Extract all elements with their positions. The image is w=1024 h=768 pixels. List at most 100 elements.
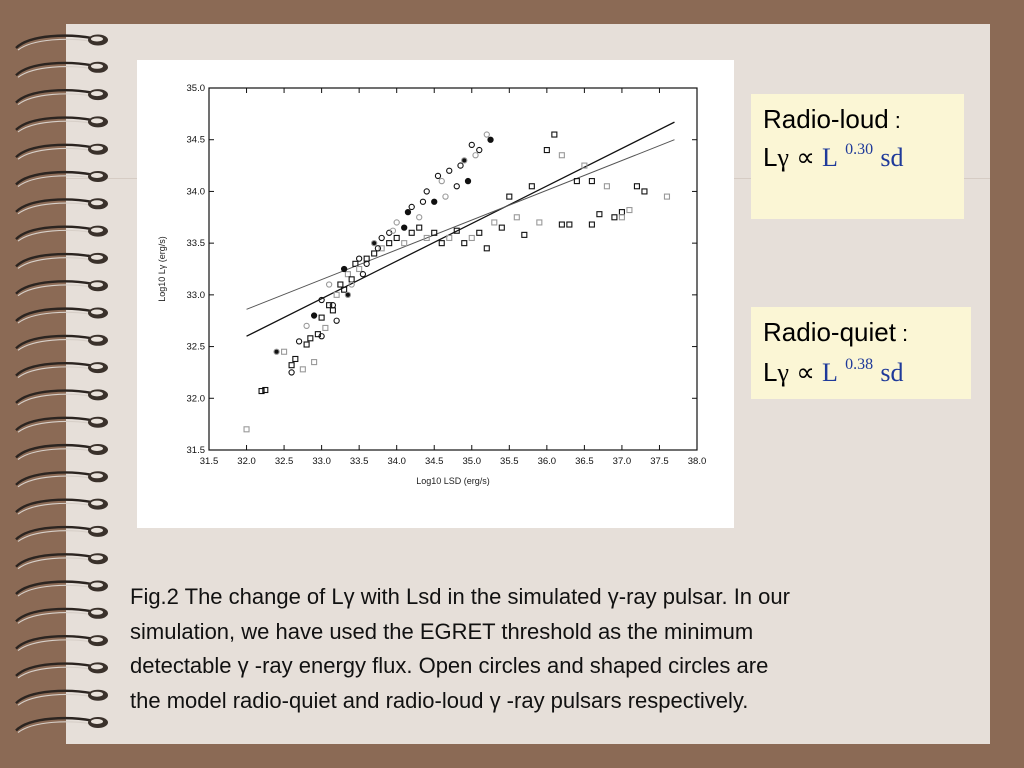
data-point-circle [378, 234, 385, 242]
radio-loud-box: Radio-loud: Lγ ∝ L 0.30 sd [751, 94, 964, 219]
data-point-square [337, 281, 344, 288]
spiral-ring [15, 471, 108, 488]
radio-loud-title: Radio-loud: [763, 104, 901, 135]
data-point-circle [442, 193, 449, 200]
formula-sd: sd [880, 358, 904, 387]
data-point-circle [393, 219, 400, 226]
data-point-circle [446, 167, 453, 174]
plot-frame [208, 87, 698, 451]
data-point-circle [359, 271, 367, 278]
data-point-square [401, 240, 408, 247]
data-point-square [618, 214, 625, 221]
data-point-circle [318, 333, 325, 340]
caption-line: Fig.2 The change of Lγ with Lsd in the s… [130, 580, 990, 615]
data-point-square [408, 229, 415, 236]
y-tick-label: 31.5 [187, 445, 206, 456]
data-point-square [318, 314, 325, 321]
radio-quiet-formula: Lγ ∝ L 0.38 sd [763, 356, 904, 388]
data-point-square [528, 183, 535, 190]
data-point-circle [464, 177, 472, 185]
caption-line-text: simulation, we have used the EGRET thres… [130, 618, 754, 644]
spiral-ring [15, 34, 108, 51]
y-tick-label: 33.0 [187, 290, 206, 301]
formula-propto: ∝ [796, 358, 815, 387]
spiral-ring [15, 307, 108, 324]
data-point-square [483, 245, 490, 252]
spiral-ring [15, 143, 108, 160]
radio-quiet-title: Radio-quiet: [763, 317, 908, 348]
radio-quiet-colon: : [901, 321, 909, 346]
data-point-square [626, 206, 633, 214]
formula-gamma: γ [777, 358, 789, 387]
caption-line-text: the model radio-quiet and radio-loud γ -… [130, 687, 749, 713]
data-point-square [431, 229, 438, 236]
data-point-square [243, 426, 250, 433]
data-points [243, 131, 671, 433]
data-point-square [498, 224, 505, 231]
x-tick-label: 38.0 [688, 456, 707, 467]
formula-l2: L [822, 143, 838, 172]
data-point-square [491, 219, 498, 226]
data-point-circle [434, 172, 442, 180]
data-point-square [281, 348, 288, 355]
data-point-square [311, 359, 318, 366]
data-point-square [333, 291, 340, 298]
data-point-square [521, 231, 528, 238]
caption-line-text: Fig.2 The change of Lγ with Lsd in the s… [130, 584, 790, 609]
data-point-circle [476, 146, 483, 154]
data-point-square [461, 240, 468, 247]
data-point-circle [340, 265, 348, 273]
x-axis-label: Log10 LSD (erg/s) [416, 476, 490, 486]
data-point-circle [344, 291, 352, 299]
fit-line [246, 121, 675, 337]
spiral-ring [15, 635, 108, 652]
data-point-square [566, 221, 573, 228]
data-point-square [344, 271, 351, 278]
data-point-circle [472, 152, 479, 159]
data-point-square [476, 229, 483, 236]
spiral-ring [15, 607, 108, 624]
data-point-circle [416, 214, 423, 221]
data-point-square [453, 227, 460, 234]
spiral-ring [15, 280, 108, 297]
x-tick-label: 34.5 [425, 456, 444, 467]
spiral-ring [15, 334, 108, 351]
data-point-square [371, 250, 378, 257]
data-point-square [588, 178, 595, 185]
data-point-circle [325, 281, 333, 288]
data-point-square [363, 255, 370, 262]
radio-quiet-box: Radio-quiet: Lγ ∝ L 0.38 sd [751, 307, 971, 399]
data-point-square [299, 366, 306, 373]
scatter-chart: 31.5 32.0 32.5 33.0 33.5 34.0 34.5 35.0 35.5 36.0… [157, 83, 707, 486]
caption-line: detectable γ -ray energy flux. Open circ… [130, 649, 990, 684]
x-tick-label: 34.0 [387, 456, 406, 467]
chart-panel: 31.5 32.0 32.5 33.0 33.5 34.0 34.5 35.0 35.5 36.0… [137, 60, 734, 528]
y-tick-label: 32.0 [187, 393, 206, 404]
caption-line-text: detectable γ -ray energy flux. Open circ… [130, 653, 769, 678]
fit-line [246, 139, 675, 310]
data-point-square [258, 387, 265, 395]
caption-line: the model radio-quiet and radio-loud γ -… [130, 684, 990, 719]
data-point-square [581, 162, 588, 169]
x-tick-label: 32.5 [275, 456, 294, 467]
spiral-ring [15, 580, 108, 597]
data-point-square [303, 341, 310, 348]
x-tick-label: 33.0 [312, 456, 331, 467]
data-point-square [611, 214, 618, 221]
x-tick-label: 37.5 [650, 456, 669, 467]
data-point-square [326, 302, 333, 309]
data-point-square [506, 193, 513, 200]
y-tick-label: 34.0 [187, 186, 206, 197]
y-tick-label: 35.0 [187, 83, 206, 94]
data-point-circle [363, 260, 370, 267]
caption-line: simulation, we have used the EGRET thres… [130, 615, 990, 650]
data-point-circle [461, 157, 468, 164]
data-point-square [288, 362, 295, 369]
spiral-ring [15, 717, 108, 733]
formula-propto: ∝ [796, 143, 815, 172]
x-tick-label: 31.5 [200, 456, 219, 467]
spiral-ring [15, 498, 108, 515]
data-point-square [663, 193, 671, 200]
data-point-circle [457, 162, 464, 169]
spiral-ring [15, 116, 108, 133]
